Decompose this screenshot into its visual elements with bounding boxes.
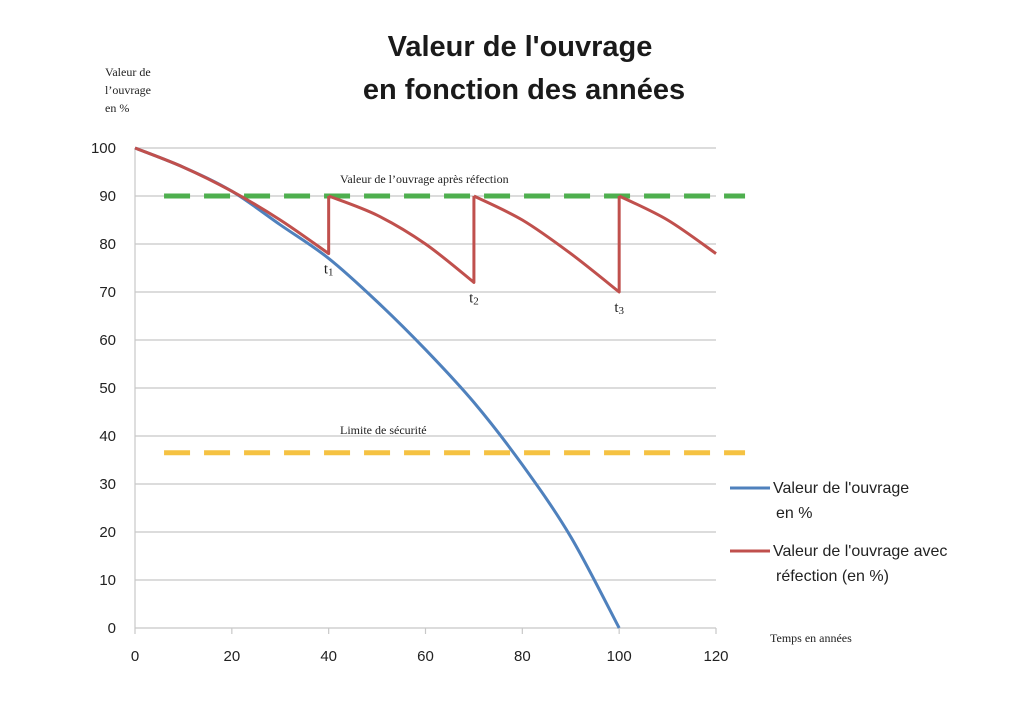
y-tick-label: 30 xyxy=(99,476,116,493)
event-annotations: t1 t2 t3 xyxy=(324,262,625,317)
x-tick-label: 20 xyxy=(223,648,240,665)
legend-entry-text: réfection (en %) xyxy=(776,568,889,585)
y-axis-label: Valeur de l’ouvrage en % xyxy=(105,65,151,115)
reference-line-label: Valeur de l’ouvrage après réfection xyxy=(340,172,509,186)
chart-title-line1: Valeur de l'ouvrage xyxy=(388,31,653,63)
y-tick-label: 80 xyxy=(99,236,116,253)
chart-title-line2: en fonction des années xyxy=(363,74,685,106)
x-tick-labels: 0 20 40 60 80 100 120 xyxy=(131,648,729,665)
x-tick-label: 40 xyxy=(320,648,337,665)
y-tick-label: 20 xyxy=(99,524,116,541)
x-tick-label: 60 xyxy=(417,648,434,665)
x-tick-label: 100 xyxy=(607,648,632,665)
x-tick-label: 120 xyxy=(703,648,728,665)
data-series xyxy=(134,146,717,629)
x-tick-label: 80 xyxy=(514,648,531,665)
y-tick-label: 50 xyxy=(99,380,116,397)
legend-entry-text: en % xyxy=(776,505,812,522)
event-label: t1 xyxy=(324,262,334,279)
y-tick-label: 100 xyxy=(91,140,116,157)
y-tick-label: 90 xyxy=(99,188,116,205)
event-label: t3 xyxy=(614,300,624,317)
y-tick-label: 40 xyxy=(99,428,116,445)
y-tick-label: 10 xyxy=(99,572,116,589)
event-label: t2 xyxy=(469,290,479,307)
y-axis-label-line: l’ouvrage xyxy=(105,83,151,97)
y-axis-label-line: Valeur de xyxy=(105,65,151,79)
y-axis-label-line: en % xyxy=(105,101,129,115)
y-tick-label: 0 xyxy=(108,620,116,637)
y-tick-label: 60 xyxy=(99,332,116,349)
legend: Valeur de l'ouvrage en % Valeur de l'ouvra… xyxy=(730,480,947,585)
x-tick-label: 0 xyxy=(131,648,139,665)
series-line xyxy=(134,146,717,294)
reference-lines: Valeur de l’ouvrage après réfection Limit… xyxy=(164,172,746,456)
reference-line-label: Limite de sécurité xyxy=(340,423,427,437)
y-tick-label: 70 xyxy=(99,284,116,301)
legend-entry-text: Valeur de l'ouvrage avec xyxy=(773,543,947,560)
x-axis-label: Temps en années xyxy=(770,631,852,645)
gridlines xyxy=(134,147,717,634)
y-tick-labels: 0 10 20 30 40 50 60 70 80 90 100 xyxy=(91,140,116,637)
legend-entry-text: Valeur de l'ouvrage xyxy=(773,480,909,497)
